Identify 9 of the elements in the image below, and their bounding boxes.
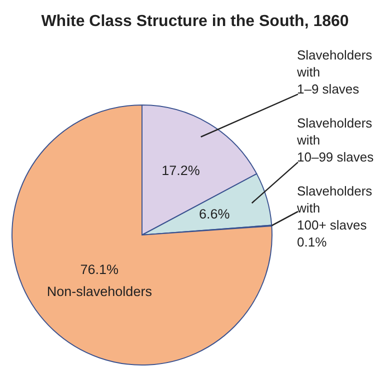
data-label: 0.1%: [297, 234, 328, 250]
data-label: 76.1%: [80, 262, 119, 278]
data-label: 6.6%: [199, 206, 230, 222]
chart-title: White Class Structure in the South, 1860: [40, 12, 350, 32]
slice-label: Slaveholders with 1–9 slaves: [296, 48, 373, 97]
slice-label: Slaveholders with 100+ slaves: [296, 184, 373, 233]
slice-label: Non-slaveholders: [46, 284, 152, 300]
data-label: 17.2%: [162, 162, 200, 178]
slice-label: Slaveholders with 10–99 slaves: [296, 116, 374, 165]
